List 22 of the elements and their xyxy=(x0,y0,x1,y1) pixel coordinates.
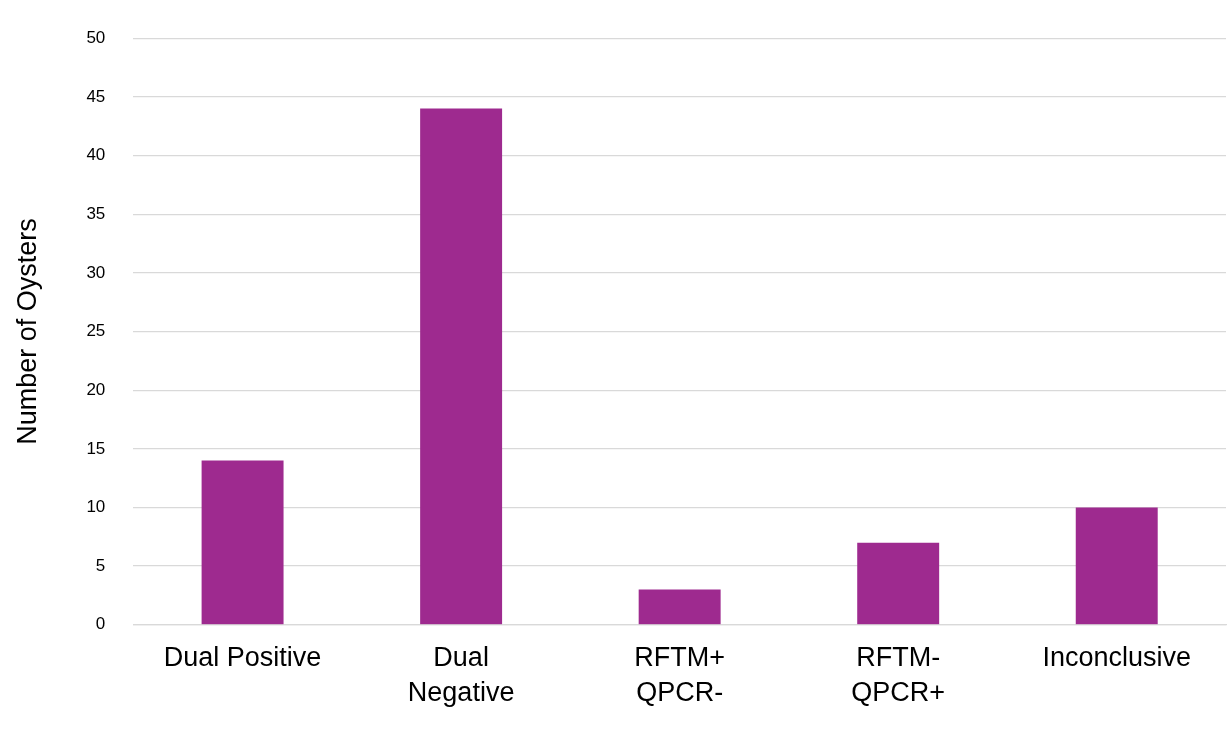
bar xyxy=(1075,507,1158,625)
bar xyxy=(857,542,940,625)
x-tick-label: RFTM+ QPCR- xyxy=(634,641,726,707)
y-tick-label: 45 xyxy=(86,86,106,106)
y-tick-label: 20 xyxy=(86,379,106,399)
y-tick-label: 35 xyxy=(86,203,106,223)
y-tick-label: 10 xyxy=(86,497,106,517)
y-tick-label: 0 xyxy=(95,614,106,634)
x-tick-label: Inconclusive xyxy=(1042,641,1192,672)
y-tick-label: 15 xyxy=(86,438,106,458)
y-tick-label: 30 xyxy=(86,262,106,282)
bar xyxy=(201,460,284,625)
y-tick-label: 25 xyxy=(86,321,106,341)
y-tick-label: 50 xyxy=(86,27,106,47)
bar xyxy=(420,108,503,625)
y-axis-title: Number of Oysters xyxy=(11,218,42,445)
x-tick-label: Dual Negative xyxy=(407,641,515,707)
x-tick-label: Dual Positive xyxy=(163,641,322,672)
y-tick-label: 40 xyxy=(86,145,106,165)
bar xyxy=(638,589,721,625)
x-tick-label: RFTM- QPCR+ xyxy=(851,641,946,707)
y-tick-label: 5 xyxy=(95,555,106,575)
